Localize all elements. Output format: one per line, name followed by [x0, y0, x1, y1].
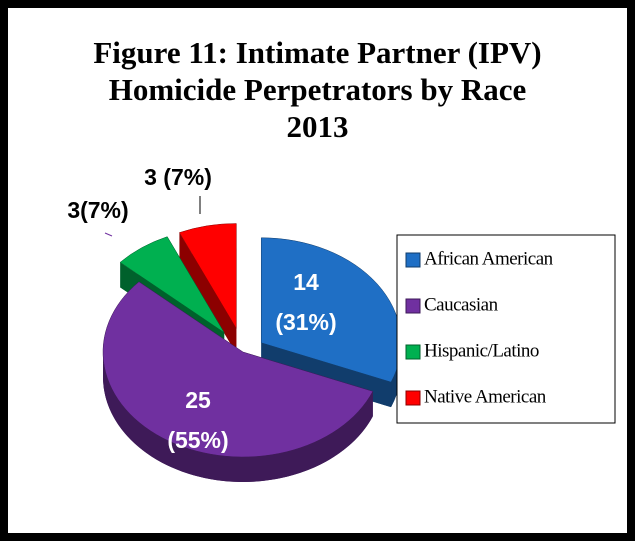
leader-line	[104, 232, 113, 237]
data-label: 25 (55%)	[167, 387, 228, 453]
legend-label: African American	[424, 248, 554, 269]
legend-label: Caucasian	[424, 294, 499, 315]
legend-swatch	[405, 252, 421, 268]
legend-label: Hispanic/Latino	[424, 340, 539, 361]
data-label-line: (31%)	[275, 309, 336, 335]
legend-swatch	[405, 298, 421, 314]
slice-wall	[179, 232, 237, 354]
data-label-line: 25	[185, 387, 211, 413]
legend-swatch	[405, 390, 421, 406]
data-label-line: 14	[293, 269, 319, 295]
slice	[179, 223, 237, 330]
data-label: 14 (31%)	[275, 269, 336, 335]
chart-title: Figure 11: Intimate Partner (IPV) Homici…	[93, 35, 542, 144]
data-label: 3 (7%)	[144, 164, 212, 190]
slice-side	[391, 342, 402, 408]
data-label-line: 3(7%)	[67, 197, 128, 223]
slice	[102, 281, 374, 458]
data-label-line: 3 (7%)	[144, 164, 212, 190]
data-label-line: (55%)	[167, 427, 228, 453]
slice-side	[103, 352, 373, 482]
legend-swatch	[405, 344, 421, 360]
legend-box	[396, 234, 616, 424]
slice	[119, 236, 225, 333]
data-label: 3(7%)	[67, 197, 128, 223]
legend-label: Native American	[424, 386, 547, 407]
